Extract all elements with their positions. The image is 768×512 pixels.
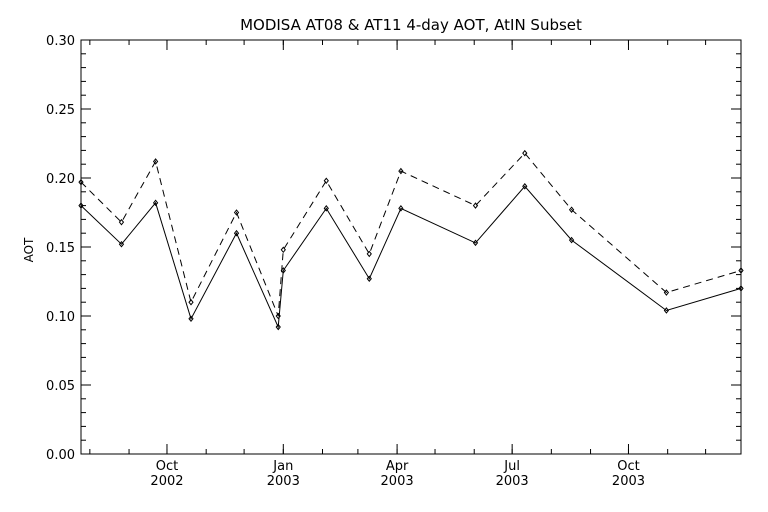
y-axis-ticks: 0.00 0.05 0.10 0.15 0.20 0.25 0.30 (46, 34, 741, 463)
data-point-marker (78, 202, 84, 209)
series-line-dashed (80, 152, 742, 317)
data-point-marker (323, 205, 329, 212)
data-point-marker (472, 239, 479, 247)
data-point-marker (275, 323, 281, 331)
data-point-marker (663, 307, 670, 314)
y-tick-label: 0.25 (46, 103, 75, 118)
data-point-marker (152, 199, 159, 207)
series-line-solid (80, 185, 742, 329)
y-axis-label: AOT (22, 237, 36, 262)
data-point-marker (568, 206, 575, 214)
data-point-marker (152, 158, 159, 165)
data-point-marker (522, 182, 528, 190)
y-tick-label: 0.05 (46, 379, 75, 394)
data-point-marker (275, 312, 281, 320)
data-point-marker (233, 209, 240, 216)
x-tick-month-label: Oct (156, 459, 178, 474)
data-point-marker (188, 315, 194, 323)
series-layer (78, 149, 744, 331)
data-point-marker (118, 240, 125, 248)
data-point-marker (738, 267, 744, 274)
x-tick-month-label: Apr (386, 459, 409, 474)
x-tick-year-label: 2002 (150, 474, 183, 489)
data-point-marker (366, 250, 372, 258)
data-point-marker (233, 229, 240, 237)
y-tick-label: 0.10 (46, 310, 75, 325)
data-point-marker (78, 178, 84, 186)
data-point-marker (118, 218, 125, 226)
x-tick-month-label: Oct (617, 459, 639, 474)
plot-frame (80, 39, 742, 455)
x-tick-month-label: Jan (272, 459, 293, 474)
x-tick-year-label: 2003 (612, 474, 645, 489)
data-point-marker (738, 285, 744, 292)
data-point-marker (188, 298, 194, 306)
data-point-marker (663, 289, 670, 296)
data-point-marker (522, 149, 528, 157)
data-point-marker (472, 202, 479, 209)
y-tick-label: 0.15 (46, 241, 75, 256)
data-point-marker (323, 177, 329, 185)
chart-title: MODISA AT08 & AT11 4-day AOT, AtIN Subse… (240, 16, 582, 34)
y-tick-label: 0.30 (46, 34, 75, 49)
x-tick-year-label: 2003 (381, 474, 414, 489)
x-tick-year-label: 2003 (496, 474, 529, 489)
data-point-marker (398, 205, 404, 212)
y-tick-label: 0.00 (46, 448, 75, 463)
x-tick-month-label: Jul (503, 459, 520, 474)
y-tick-label: 0.20 (46, 172, 75, 187)
x-tick-year-label: 2003 (267, 474, 300, 489)
data-point-marker (280, 246, 286, 254)
data-point-marker (398, 167, 404, 175)
data-point-marker (366, 275, 372, 283)
data-point-marker (568, 236, 575, 244)
